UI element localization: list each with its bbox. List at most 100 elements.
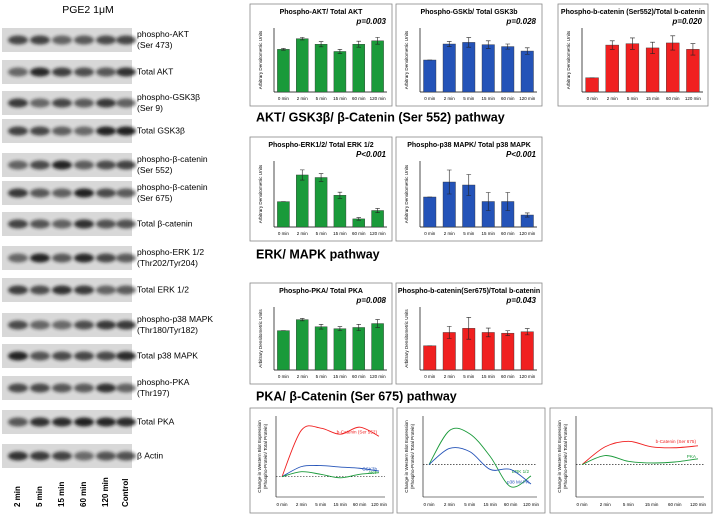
bar: [520, 331, 534, 371]
error-bar: [524, 47, 530, 55]
x-tick-label: 120 min: [371, 502, 388, 507]
blot-band: [8, 285, 28, 295]
blot-row-label: (Ser 675): [137, 193, 173, 203]
bar: [352, 327, 365, 371]
x-tick-label: 120 min: [519, 96, 536, 101]
lane-label: 120 min: [101, 477, 110, 507]
error-bar: [466, 37, 472, 48]
blot-band: [8, 98, 28, 108]
blot-band: [116, 351, 136, 361]
error-bar: [670, 35, 676, 51]
blot-band: [52, 35, 72, 45]
x-tick-label: 15 min: [483, 502, 497, 507]
bar: [481, 332, 495, 371]
blot-row-label: (Ser 552): [137, 165, 173, 175]
x-tick-label: 60 min: [501, 96, 515, 101]
error-bar: [299, 37, 305, 41]
x-tick-label: 15 min: [646, 96, 660, 101]
blot-band: [116, 383, 136, 393]
series-label: AKT: [368, 470, 377, 475]
blot-band: [8, 451, 28, 461]
y-axis-label: Arbitrary Densitometric Units: [258, 30, 263, 89]
blot-band: [116, 98, 136, 108]
blot-band: [96, 417, 116, 427]
x-tick-label: 60 min: [501, 231, 515, 236]
chart-panel: [249, 407, 394, 514]
x-tick-label: 5 min: [464, 502, 476, 507]
bar: [296, 38, 309, 93]
x-tick-label: 0 min: [424, 374, 436, 379]
blot-band: [74, 351, 94, 361]
pathway-caption: PKA/ β-Catenin (Ser 675) pathway: [256, 389, 457, 403]
x-tick-label: 15 min: [481, 374, 495, 379]
blot-band: [74, 188, 94, 198]
bar: [296, 319, 309, 371]
blot-band: [8, 35, 28, 45]
blot-band: [116, 285, 136, 295]
bar: [501, 46, 515, 93]
error-bar: [337, 326, 343, 331]
series-label: p38 MAPK: [507, 479, 530, 484]
error-bar: [356, 40, 362, 48]
error-bar: [690, 43, 696, 56]
blot-row-label: Total GSK3β: [137, 125, 185, 135]
x-tick-label: 5 min: [463, 231, 475, 236]
error-bar: [609, 40, 615, 50]
blot-band: [8, 253, 28, 263]
lane-label: 60 min: [79, 482, 88, 507]
blot-band: [52, 320, 72, 330]
blot-band: [30, 67, 50, 77]
blot-band: [8, 126, 28, 136]
series-label: GSK3b: [362, 466, 377, 471]
blot-row-label: (Thr197): [137, 388, 170, 398]
x-tick-label: 2 min: [297, 96, 309, 101]
x-tick-label: 60 min: [352, 96, 366, 101]
blot-band: [52, 98, 72, 108]
blot-band: [52, 417, 72, 427]
blot-band: [96, 219, 116, 229]
blot-band: [30, 98, 50, 108]
p-value: p=0.008: [355, 296, 386, 305]
x-tick-label: 120 min: [370, 96, 387, 101]
bar: [520, 50, 534, 93]
blot-band: [96, 35, 116, 45]
bar: [501, 332, 515, 371]
x-tick-label: 0 min: [587, 96, 599, 101]
error-bar: [629, 37, 635, 50]
blot-row-label: Total PKA: [137, 416, 175, 426]
x-tick-label: 5 min: [316, 96, 328, 101]
chart-title: Phospho-b-catenin (Ser552)/Total b-caten…: [561, 9, 705, 16]
blot-band: [74, 253, 94, 263]
error-bar: [485, 192, 491, 211]
blot-row-label: phospho-ERK 1/2: [137, 247, 204, 257]
blot-band: [52, 253, 72, 263]
blot-band: [52, 383, 72, 393]
x-tick-label: 60 min: [352, 374, 366, 379]
blot-band: [52, 160, 72, 170]
bar: [371, 210, 384, 228]
x-tick-label: 120 min: [690, 502, 707, 507]
y-axis-label: Arbitrary Densitometric Units: [404, 30, 409, 89]
blot-band: [116, 320, 136, 330]
y-axis-label: Arbitrary Densitometric Units: [566, 30, 571, 89]
error-bar: [505, 43, 511, 50]
blot-row-label: (Ser 9): [137, 103, 163, 113]
x-tick-label: 5 min: [627, 96, 639, 101]
x-tick-label: 0 min: [278, 231, 290, 236]
p-value: p=0.020: [671, 17, 702, 26]
x-tick-label: 2 min: [444, 374, 456, 379]
chart-panel: [396, 407, 546, 514]
x-tick-label: 2 min: [444, 231, 456, 236]
blot-band: [30, 417, 50, 427]
series-label: b-Catenin (Ser 552): [337, 429, 378, 434]
series-line: [281, 471, 380, 479]
bar: [352, 44, 365, 93]
blot-band: [30, 320, 50, 330]
chart-title: Phospho-GSKb/ Total GSK3b: [420, 9, 517, 16]
bar: [314, 177, 328, 228]
chart-title: Phospho-b-catenin(Ser675)/Total b-cateni…: [398, 288, 540, 295]
blot-band: [96, 188, 116, 198]
blot-row-label: phospho-β-catenin: [137, 154, 208, 164]
error-bar: [375, 37, 380, 45]
blot-band: [8, 160, 28, 170]
